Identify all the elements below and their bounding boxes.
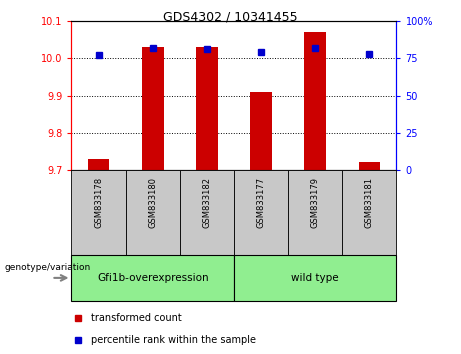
Bar — [234, 170, 288, 255]
Text: GSM833180: GSM833180 — [148, 177, 157, 228]
Text: GSM833181: GSM833181 — [365, 177, 374, 228]
Text: GSM833179: GSM833179 — [311, 177, 320, 228]
Bar — [88, 159, 109, 170]
Bar — [342, 170, 396, 255]
Text: GDS4302 / 10341455: GDS4302 / 10341455 — [163, 11, 298, 24]
Bar — [71, 170, 125, 255]
Bar — [359, 162, 380, 170]
Text: transformed count: transformed count — [91, 313, 182, 323]
Text: wild type: wild type — [291, 273, 339, 283]
Text: genotype/variation: genotype/variation — [5, 263, 91, 272]
Bar — [250, 92, 272, 170]
Bar — [288, 170, 342, 255]
Bar — [234, 255, 396, 301]
Text: Gfi1b-overexpression: Gfi1b-overexpression — [97, 273, 208, 283]
Text: GSM833177: GSM833177 — [256, 177, 266, 228]
Bar — [304, 32, 326, 170]
Bar — [142, 47, 164, 170]
Bar — [196, 47, 218, 170]
Bar — [71, 255, 234, 301]
Bar — [180, 170, 234, 255]
Text: GSM833182: GSM833182 — [202, 177, 212, 228]
Text: GSM833178: GSM833178 — [94, 177, 103, 228]
Text: percentile rank within the sample: percentile rank within the sample — [91, 335, 256, 345]
Bar — [125, 170, 180, 255]
